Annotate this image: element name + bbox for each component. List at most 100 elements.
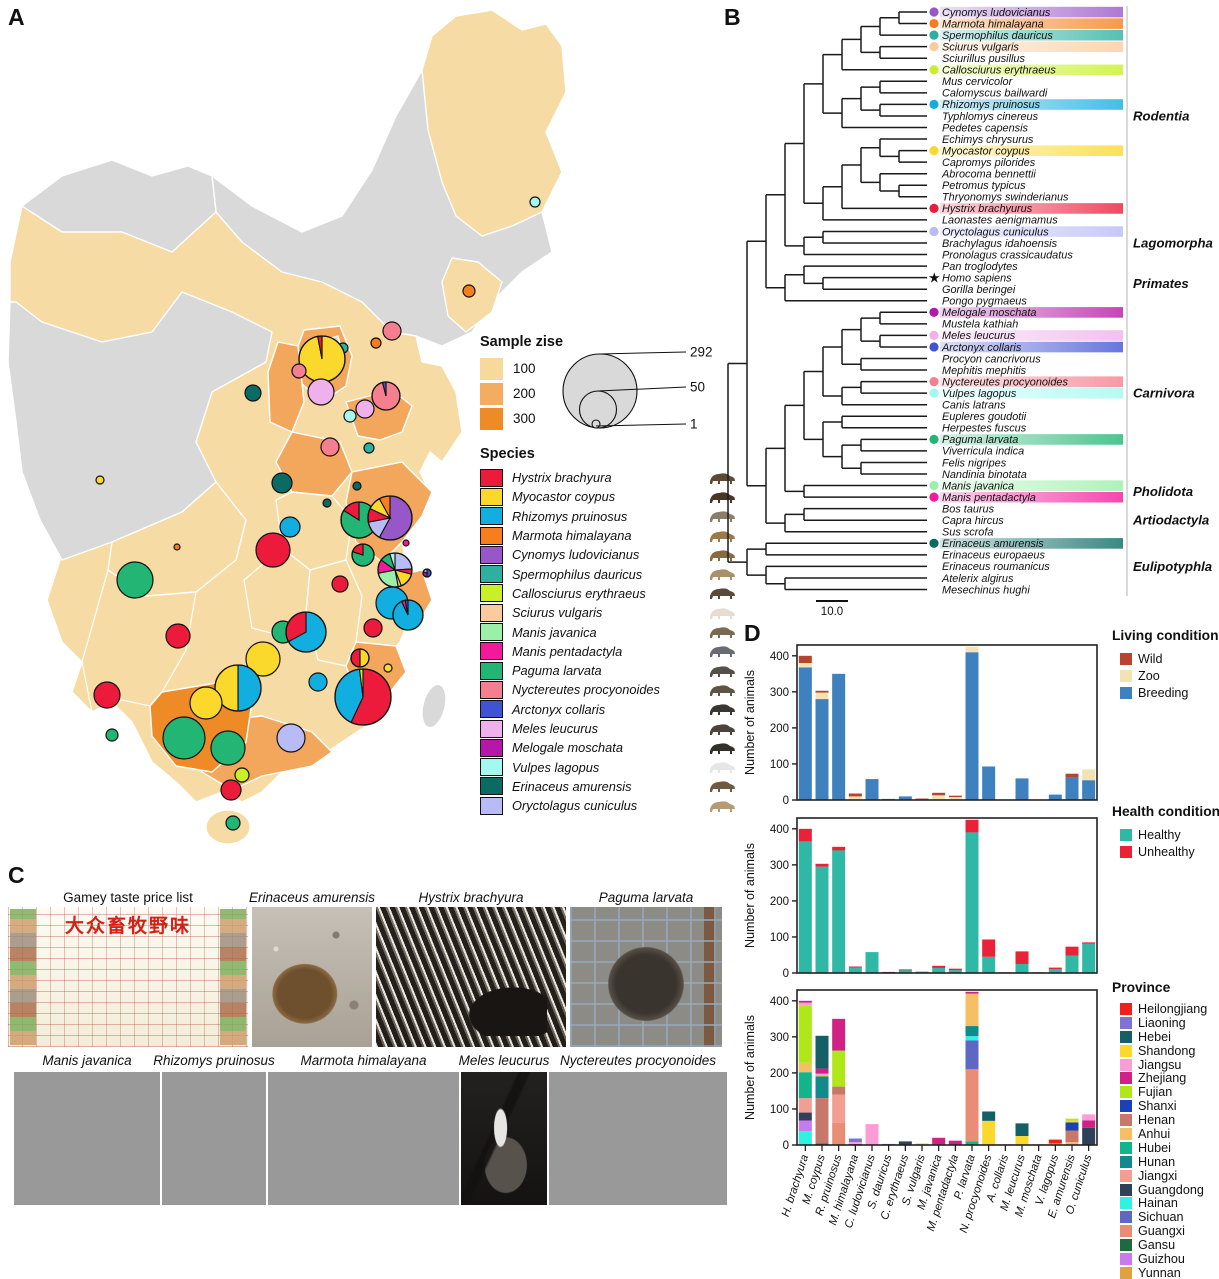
province-legend-item: Zhejiang xyxy=(1120,1071,1207,1085)
living-condition-legend-item: Wild xyxy=(1120,650,1188,667)
bar-segment xyxy=(832,1122,846,1145)
province-legend-title: Province xyxy=(1112,980,1171,995)
bar-segment xyxy=(815,692,829,700)
species-color-swatch xyxy=(480,545,503,564)
tree-tip-label: Myocastor coypus xyxy=(942,145,1030,157)
bar-segment xyxy=(798,1072,812,1099)
map-pie xyxy=(162,716,206,760)
animal-icon xyxy=(708,624,738,640)
bar-segment xyxy=(798,841,812,973)
bar-chart-legends: Living condition Wild Zoo Breeding Health co… xyxy=(1112,620,1219,1279)
bar-segment xyxy=(965,1069,979,1142)
legend-label: Jiangxi xyxy=(1138,1168,1178,1183)
animal-icon xyxy=(708,663,738,679)
bar-segment xyxy=(898,969,912,971)
y-tick-label: 400 xyxy=(770,824,789,836)
animal-icon xyxy=(708,682,738,698)
bar-segment xyxy=(815,1068,829,1074)
map-pie xyxy=(173,543,181,551)
bar-segment xyxy=(1015,1123,1029,1136)
tree-tip-label: Petromus typicus xyxy=(942,180,1026,192)
bar-segment xyxy=(1015,778,1029,800)
sampled-species-dot xyxy=(929,65,939,75)
sample-size-bin: 100 xyxy=(480,356,536,381)
species-name: Manis javanica xyxy=(512,624,597,640)
species-legend-item: Meles leucurus xyxy=(480,719,738,738)
sampled-species-dot xyxy=(929,18,939,29)
bar-segment xyxy=(815,863,829,867)
living-condition-legend-item: Breeding xyxy=(1120,684,1188,701)
photo-caption: Meles leucurus xyxy=(458,1053,550,1068)
bar-segment xyxy=(1082,1114,1096,1121)
species-legend-item: Cynomys ludovicianus xyxy=(480,545,738,564)
tree-tip-label: Melogale moschata xyxy=(942,307,1036,319)
map-pie xyxy=(351,543,375,567)
tree-tip-label: Pan troglodytes xyxy=(942,261,1018,273)
legend-swatch xyxy=(1120,686,1132,699)
panel-c-label: C xyxy=(8,862,25,888)
bar-segment xyxy=(1082,1120,1096,1128)
bar-segment xyxy=(1082,769,1096,781)
legend-label: Hebei xyxy=(1138,1029,1171,1044)
bar-segment xyxy=(1065,1122,1079,1131)
bar-segment xyxy=(815,699,829,800)
bar-segment xyxy=(948,797,962,800)
photo-caption: Erinaceus amurensis xyxy=(248,890,376,905)
bar-segment xyxy=(1015,963,1029,973)
species-name: Marmota himalayana xyxy=(512,528,632,544)
legend-label: Anhui xyxy=(1138,1126,1171,1141)
living-condition-legend-title: Living condition xyxy=(1112,628,1219,643)
species-name: Myocastor coypus xyxy=(512,489,616,505)
tree-tip-label: Manis pentadactyla xyxy=(942,492,1036,504)
legend-swatch xyxy=(1120,1072,1132,1085)
species-color-swatch xyxy=(480,507,503,526)
sampled-species-dot xyxy=(929,226,939,237)
tip-highlight xyxy=(940,145,1123,156)
legend-swatch xyxy=(1120,1225,1132,1238)
y-axis-label: Number of animals xyxy=(743,843,757,948)
animal-icon xyxy=(708,721,738,737)
photo-caption: Marmota himalayana xyxy=(300,1053,427,1068)
sample-size-swatch xyxy=(480,407,503,430)
tree-tip-label: Cynomys ludovicianus xyxy=(942,7,1051,19)
tip-highlight xyxy=(940,226,1123,237)
species-legend-item: Vulpes lagopus xyxy=(480,757,738,777)
tree-tip-label: Laonastes aenigmamus xyxy=(942,215,1058,227)
sample-size-bin: 200 xyxy=(480,381,536,406)
y-tick-label: 300 xyxy=(770,687,789,699)
bar-segment xyxy=(798,1112,812,1121)
legend-swatch xyxy=(1120,1252,1132,1265)
legend-label: Zoo xyxy=(1138,668,1160,683)
photo-civet xyxy=(570,907,722,1047)
health-condition-legend-title: Health condition xyxy=(1112,804,1219,819)
map-pie xyxy=(93,681,121,709)
health-condition-legend: Healthy Unhealthy xyxy=(1120,826,1195,860)
bar-segment xyxy=(832,1086,846,1095)
legend-swatch xyxy=(1120,652,1132,665)
map-pie xyxy=(279,516,301,538)
map-pie xyxy=(462,284,476,298)
living-condition-legend: Wild Zoo Breeding xyxy=(1120,650,1188,701)
tree-tip-label: Capra hircus xyxy=(942,515,1004,527)
bar-segment xyxy=(1082,780,1096,800)
y-tick-label: 0 xyxy=(783,1140,789,1152)
legend-label: Hubei xyxy=(1138,1140,1171,1155)
province-legend-item: Shanxi xyxy=(1120,1099,1207,1113)
homo-sapiens-star-icon: ★ xyxy=(928,270,941,286)
species-color-swatch xyxy=(480,565,503,584)
map-pie xyxy=(363,618,383,638)
map-pie xyxy=(298,335,346,383)
animal-icon xyxy=(708,605,738,621)
tree-tip-label: Sus scrofa xyxy=(942,527,993,539)
legend-swatch xyxy=(1120,1266,1132,1279)
poster-photo-strip xyxy=(10,909,36,1045)
province-legend-item: Guangdong xyxy=(1120,1183,1207,1197)
bar-segment xyxy=(932,1137,946,1145)
map-pie xyxy=(383,663,393,673)
species-color-swatch xyxy=(480,700,503,719)
legend-swatch xyxy=(1120,669,1132,682)
sample-size-legend-title: Sample zise xyxy=(480,334,564,350)
province-legend-item: Yunnan xyxy=(1120,1266,1207,1279)
photo-caption: Hystrix brachyura xyxy=(418,890,524,905)
